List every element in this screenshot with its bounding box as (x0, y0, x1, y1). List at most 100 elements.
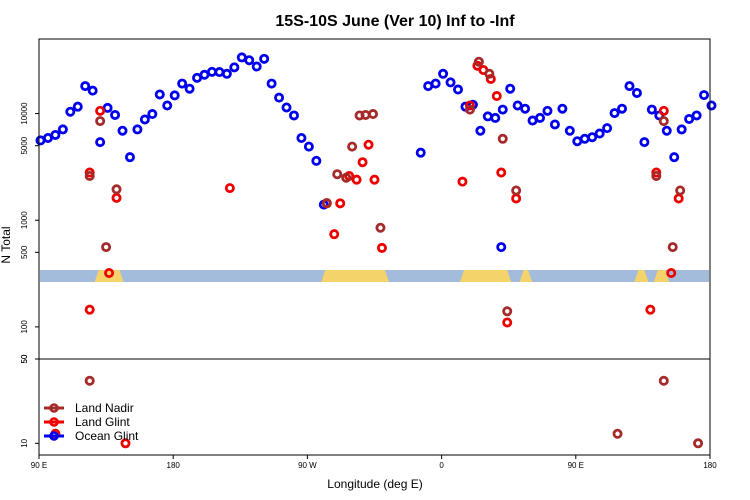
upper-panel: 100 500 1000 5000 10000 50 (20, 38, 717, 363)
land-nadir-point-1 (95, 116, 106, 127)
ocean-glint-point-61 (579, 133, 590, 144)
ocean-glint-point-50 (497, 104, 508, 115)
ocean-glint-point-43 (445, 77, 456, 88)
ocean-glint-point-17 (162, 100, 173, 111)
legend-label-land-nadir: Land Nadir (75, 401, 134, 415)
land-glint-point-26 (658, 105, 669, 116)
land-glint-point-4 (111, 192, 122, 203)
ocean-glint-point-52 (512, 100, 523, 111)
upper-ytick-label-1: 500 (20, 245, 29, 259)
lower-points (50, 375, 704, 449)
land-segment-1 (321, 269, 389, 282)
ocean-glint-point-78 (706, 100, 717, 111)
ocean-glint-point-51 (505, 83, 516, 94)
x-axis-ticks: 90 E 180 90 W 0 90 E 180 (31, 455, 717, 470)
land-nadir-point-2 (101, 242, 112, 253)
ocean-glint-point-37 (311, 155, 322, 166)
land-glint-point-27 (666, 268, 677, 279)
ocean-glint-point-68 (631, 87, 642, 98)
land-glint-point-22 (502, 317, 513, 328)
land-nadir-point-6 (341, 172, 352, 183)
ocean-glint-point-16 (154, 89, 165, 100)
upper-ytick-label-4: 10000 (20, 102, 29, 125)
ocean-glint-point-31 (266, 78, 277, 89)
ocean-glint-point-41 (430, 78, 441, 89)
ocean-glint-point-30 (259, 53, 270, 64)
x-axis-label: Longitude (deg E) (327, 477, 422, 491)
ocean-glint-point-7 (87, 85, 98, 96)
ocean-glint-point-29 (251, 61, 262, 72)
land-glint-point-19 (485, 73, 496, 84)
ocean-glint-point-14 (139, 114, 150, 125)
ocean-glint-point-66 (617, 103, 628, 114)
ocean-glint-point-70 (646, 104, 657, 115)
land-segment-5 (653, 269, 670, 282)
ocean-glint-point-49 (490, 112, 501, 123)
ocean-glint-point-65 (609, 108, 620, 119)
land-nadir-point-17 (511, 185, 522, 196)
xtick-label-4: 90 E (568, 461, 584, 470)
ocean-glint-point-67 (624, 81, 635, 92)
ocean-glint-point-18 (169, 90, 180, 101)
ocean-glint-point-2 (50, 129, 61, 140)
land-glint-point-20 (491, 91, 502, 102)
land-nadir-point-13 (473, 56, 484, 67)
ocean-glint-point-33 (281, 102, 292, 113)
ocean-glint-point-19 (177, 78, 188, 89)
legend-marker-land-nadir (49, 403, 59, 413)
land-nadir-lower-point-2 (693, 438, 704, 449)
upper-frame (38, 38, 711, 360)
lower-panel: 50 10 (20, 354, 711, 456)
ocean-band (40, 269, 709, 282)
land-glint-point-10 (351, 174, 362, 185)
land-nadir-point-18 (651, 170, 662, 181)
ocean-glint-point-74 (676, 124, 687, 135)
land-nadir-point-12 (464, 104, 475, 115)
ocean-glint-point-77 (699, 90, 710, 101)
ocean-glint-point-79 (496, 242, 507, 253)
upper-ytick-label-5: 50 (20, 354, 29, 363)
ocean-glint-point-20 (184, 83, 195, 94)
ocean-glint-point-4 (65, 106, 76, 117)
ocean-glint-point-44 (453, 84, 464, 95)
xtick-label-2: 90 W (298, 461, 317, 470)
ocean-glint-point-6 (80, 81, 91, 92)
xtick-label-3: 0 (439, 461, 444, 470)
ocean-glint-point-8 (95, 137, 106, 148)
ocean-glint-point-13 (132, 124, 143, 135)
land-nadir-point-0 (84, 170, 95, 181)
land-nadir-point-16 (502, 306, 513, 317)
land-nadir-lower-point-1 (658, 375, 669, 386)
lower-frame (38, 358, 711, 456)
land-nadir-point-5 (332, 169, 343, 180)
ocean-glint-point-3 (57, 124, 68, 135)
land-nadir-lower-point-3 (612, 428, 623, 439)
ocean-glint-point-64 (602, 123, 613, 134)
ocean-glint-point-76 (691, 110, 702, 121)
ocean-glint-point-39 (415, 147, 426, 158)
ocean-glint-point-42 (438, 68, 449, 79)
land-nadir-point-11 (375, 222, 386, 233)
ocean-glint-point-25 (221, 68, 232, 79)
land-nadir-point-19 (658, 116, 669, 127)
xtick-label-0: 90 E (31, 461, 47, 470)
ocean-glint-point-73 (669, 152, 680, 163)
legend-item-ocean-glint: Ocean Glint (44, 429, 139, 443)
ocean-glint-point-69 (639, 137, 650, 148)
ocean-glint-point-75 (684, 113, 695, 124)
land-glint-lower-point-1 (120, 438, 131, 449)
ocean-glint-point-36 (303, 141, 314, 152)
ocean-glint-point-11 (117, 125, 128, 136)
land-glint-point-14 (376, 242, 387, 253)
ocean-glint-point-57 (549, 119, 560, 130)
land-nadir-point-21 (675, 185, 686, 196)
legend-item-land-nadir: Land Nadir (44, 401, 134, 415)
land-glint-point-1 (84, 304, 95, 315)
legend-label-land-glint: Land Glint (75, 415, 130, 429)
land-nadir-point-15 (497, 133, 508, 144)
chart-title: 15S-10S June (Ver 10) Inf to -Inf (275, 13, 515, 30)
land-glint-point-8 (335, 198, 346, 209)
ocean-glint-point-10 (110, 109, 121, 120)
land-glint-point-3 (104, 268, 115, 279)
ocean-glint-point-63 (594, 128, 605, 139)
